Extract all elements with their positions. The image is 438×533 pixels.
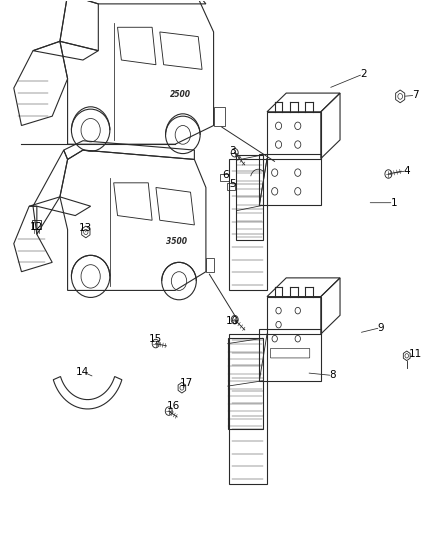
Text: 3: 3 xyxy=(229,146,235,156)
Bar xyxy=(32,220,41,229)
Text: 11: 11 xyxy=(409,349,422,359)
Bar xyxy=(220,174,229,181)
Text: 7: 7 xyxy=(412,90,419,100)
Bar xyxy=(227,183,235,190)
Text: 14: 14 xyxy=(76,367,89,377)
Text: 3500: 3500 xyxy=(166,237,187,246)
Text: 8: 8 xyxy=(329,370,336,381)
Text: 2500: 2500 xyxy=(170,91,191,100)
Text: 13: 13 xyxy=(79,223,92,233)
Text: 9: 9 xyxy=(377,322,384,333)
Text: 12: 12 xyxy=(30,222,43,232)
Text: 17: 17 xyxy=(180,378,193,389)
Text: 16: 16 xyxy=(166,401,180,411)
Text: 1: 1 xyxy=(390,198,397,208)
Text: 6: 6 xyxy=(222,170,229,180)
Text: 4: 4 xyxy=(403,166,410,176)
Text: 10: 10 xyxy=(226,316,239,326)
Text: 5: 5 xyxy=(229,179,235,189)
Text: 15: 15 xyxy=(149,334,162,344)
Text: 2: 2 xyxy=(360,69,367,79)
